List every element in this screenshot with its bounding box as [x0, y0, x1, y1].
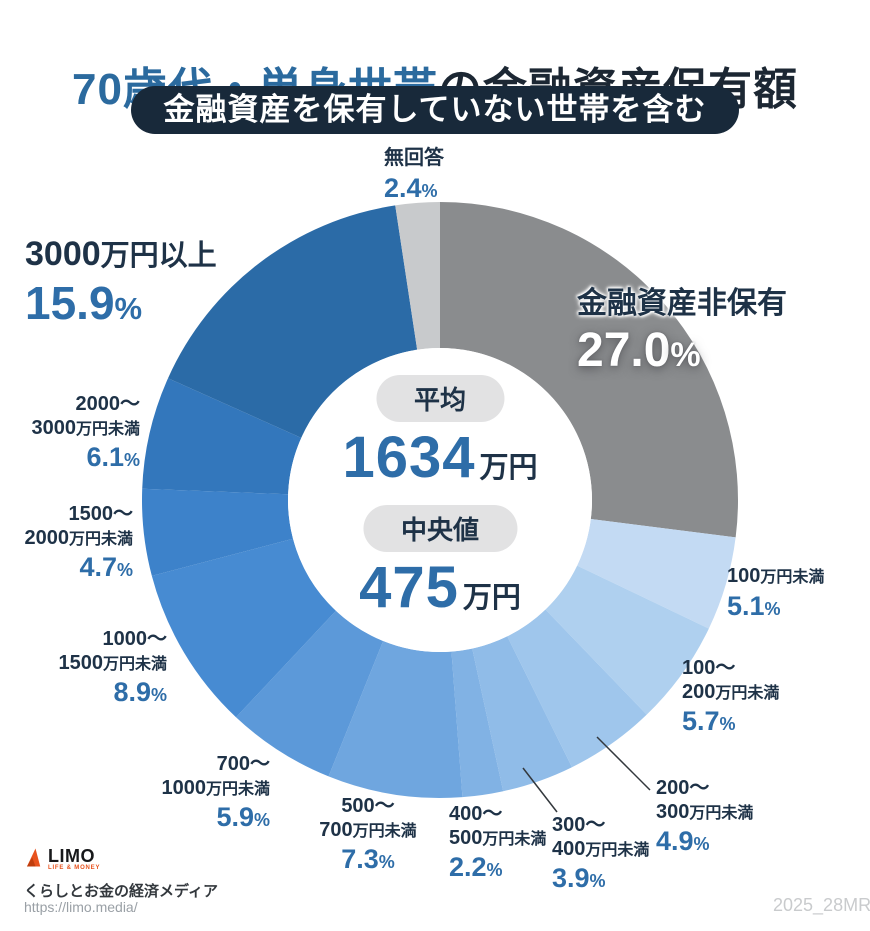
segment-percent: 27.0% [577, 324, 701, 378]
donut-segment-s1000_1500 [151, 538, 336, 718]
segment-label-s100_200: 100〜 200万円未満 5.7% [682, 657, 779, 737]
segment-percent: 2.2% [449, 852, 503, 883]
segment-range: 400〜 500万円未満 [449, 803, 547, 849]
donut-segment-s400_500 [451, 648, 504, 798]
segment-percent: 2.4% [384, 172, 438, 203]
average-unit: 万円 [479, 452, 538, 484]
donut-segment-s2000_3000 [142, 378, 302, 495]
segment-percent: 5.1% [727, 590, 781, 621]
segment-label-s300_400: 300〜 400万円未満 3.9% [552, 814, 649, 894]
segment-range: 100万円未満 [727, 565, 825, 587]
donut-segment-none [440, 202, 738, 538]
segment-label-over3000: 3000万円以上 15.9% [25, 234, 217, 329]
donut-segment-s200_300 [507, 609, 647, 768]
limo-fox-icon [26, 848, 41, 867]
segment-percent: 6.1% [86, 442, 140, 473]
leader-line-s200-300 [596, 736, 651, 791]
footer-url: https://limo.media/ [24, 899, 138, 915]
donut-segment-s300_400 [472, 636, 572, 792]
donut-segment-noanswer [395, 202, 440, 350]
segment-range: 1000〜 1500万円未満 [58, 628, 167, 674]
footer-tagline: くらしとお金の経済メディア [24, 883, 218, 900]
segment-label-noanswer: 無回答 2.4% [384, 147, 444, 203]
segment-range: 2000〜 3000万円未満 [31, 393, 140, 439]
average-value: 1634 [342, 425, 476, 490]
median-value-row: 475 万円 [359, 554, 521, 621]
segment-percent: 7.3% [341, 844, 395, 875]
average-pill: 平均 [375, 375, 505, 422]
limo-logo-subtext: LIFE & MONEY [48, 865, 101, 871]
segment-range: 3000万円以上 [25, 235, 217, 273]
donut-segment-lt100 [577, 519, 736, 629]
segment-range: 金融資産非保有 [577, 287, 787, 320]
subtitle-badge: 金融資産を保有していない世帯を含む [131, 86, 739, 134]
donut-segments-group [141, 202, 738, 798]
limo-logo: LIMO LIFE & MONEY [26, 847, 100, 871]
segment-range: 700〜 1000万円未満 [161, 753, 270, 799]
segment-label-s200_300: 200〜 300万円未満 4.9% [656, 777, 753, 857]
median-pill: 中央値 [362, 505, 518, 552]
limo-logo-text: LIMO [48, 846, 95, 866]
segment-range: 100〜 200万円未満 [682, 657, 780, 703]
segment-label-s700_1000: 700〜 1000万円未満 5.9% [161, 753, 270, 833]
donut-segment-s500_700 [328, 640, 463, 798]
segment-label-s1500_2000: 1500〜 2000万円未満 4.7% [24, 503, 133, 583]
median-unit: 万円 [462, 582, 521, 614]
segment-label-none: 金融資産非保有 27.0% [577, 286, 787, 378]
donut-segment-s700_1000 [236, 610, 384, 777]
segment-percent: 4.7% [79, 552, 133, 583]
segment-percent: 4.9% [656, 826, 710, 857]
segment-percent: 15.9% [25, 277, 143, 330]
donut-hole [288, 348, 592, 652]
average-value-row: 1634 万円 [342, 424, 537, 491]
segment-range: 1500〜 2000万円未満 [24, 503, 133, 549]
segment-label-lt100: 100万円未満 5.1% [727, 565, 824, 621]
segment-label-s1000_1500: 1000〜 1500万円未満 8.9% [58, 628, 167, 708]
segment-percent: 5.9% [216, 802, 270, 833]
median-value: 475 [359, 555, 459, 620]
watermark-code: 2025_28MR [773, 895, 870, 915]
center-stats: 平均 1634 万円 中央値 475 万円 [342, 375, 538, 635]
segment-label-s2000_3000: 2000〜 3000万円未満 6.1% [31, 393, 140, 473]
subtitle-wrap: 金融資産を保有していない世帯を含む [0, 86, 870, 134]
leader-line-s300-400 [522, 767, 558, 813]
donut-segment-s100_200 [545, 565, 709, 715]
donut-segment-over3000 [168, 205, 418, 438]
segment-percent: 8.9% [113, 677, 167, 708]
donut-segment-s1500_2000 [141, 488, 294, 576]
segment-range: 300〜 400万円未満 [552, 814, 650, 860]
segment-range: 200〜 300万円未満 [656, 777, 754, 823]
segment-label-s400_500: 400〜 500万円未満 2.2% [449, 803, 546, 883]
segment-percent: 5.7% [682, 706, 736, 737]
segment-label-s500_700: 500〜 700万円未満 7.3% [318, 795, 418, 875]
segment-percent: 3.9% [552, 863, 606, 894]
segment-range: 無回答 [384, 147, 444, 169]
segment-range: 500〜 700万円未満 [319, 795, 417, 841]
limo-logo-text-block: LIMO LIFE & MONEY [48, 847, 100, 871]
